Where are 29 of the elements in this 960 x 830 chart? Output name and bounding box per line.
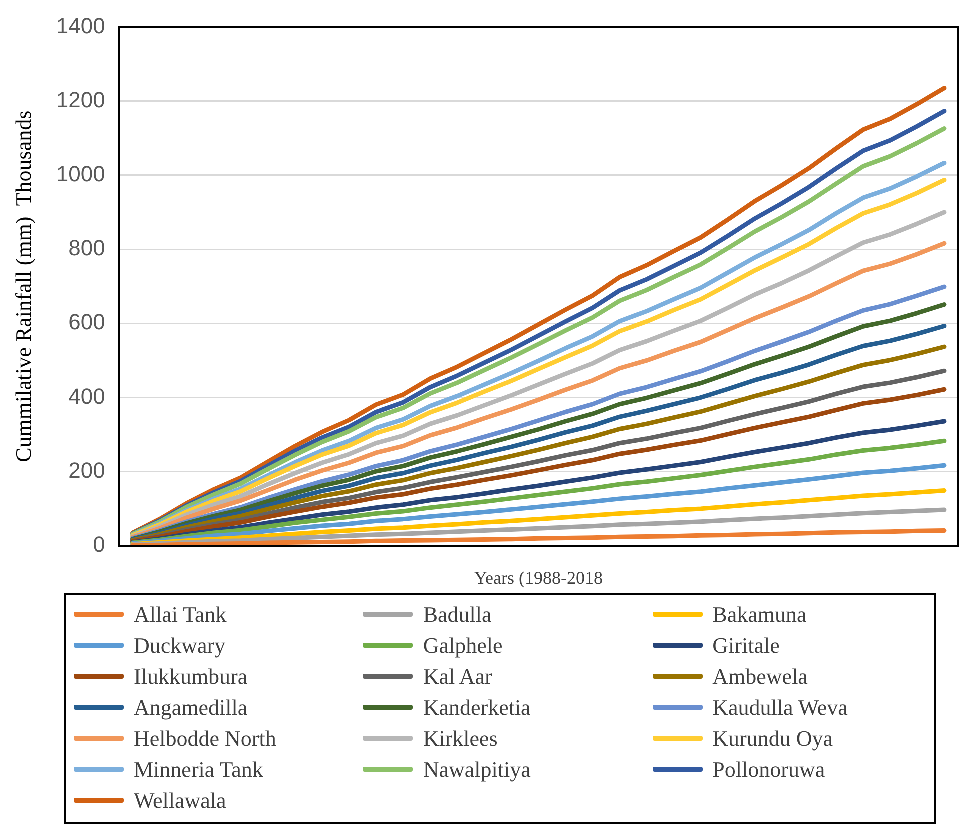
y-tick-label: 1200 — [56, 87, 106, 112]
y-tick-label: 0 — [93, 532, 106, 558]
legend-label: Duckwary — [134, 632, 226, 658]
legend-label: Kirklees — [423, 726, 498, 752]
legend-label: Kanderketia — [423, 694, 531, 720]
legend-label: Kurundu Oya — [712, 726, 834, 752]
x-axis-title: Years (1988-2018 — [474, 568, 604, 588]
legend-label: Bakamuna — [712, 602, 807, 628]
legend-label: Helbodde North — [134, 726, 276, 752]
legend-label: Kaudulla Weva — [712, 694, 848, 720]
y-tick-label: 1400 — [56, 13, 106, 38]
legend-label: Nawalpitiya — [423, 756, 531, 782]
legend-label: Allai Tank — [134, 602, 227, 628]
y-axis-title: Cummilative Rainfall (mm) Thousands — [10, 110, 36, 462]
legend-label: Angamedilla — [134, 694, 248, 720]
legend-label: Wellawala — [134, 788, 226, 814]
legend-label: Giritale — [712, 632, 780, 658]
y-tick-label: 1000 — [56, 161, 106, 186]
y-tick-label: 200 — [68, 458, 106, 483]
legend-label: Minneria Tank — [134, 756, 264, 782]
legend-label: Galphele — [423, 632, 503, 658]
y-tick-label: 600 — [68, 310, 106, 335]
legend-label: Pollonoruwa — [712, 756, 826, 782]
legend-label: Badulla — [423, 602, 492, 628]
y-tick-label: 400 — [68, 384, 106, 409]
legend-label: Ilukkumbura — [134, 664, 248, 690]
legend-label: Kal Aar — [423, 664, 492, 690]
legend-label: Ambewela — [712, 664, 808, 690]
y-tick-label: 800 — [68, 236, 106, 261]
